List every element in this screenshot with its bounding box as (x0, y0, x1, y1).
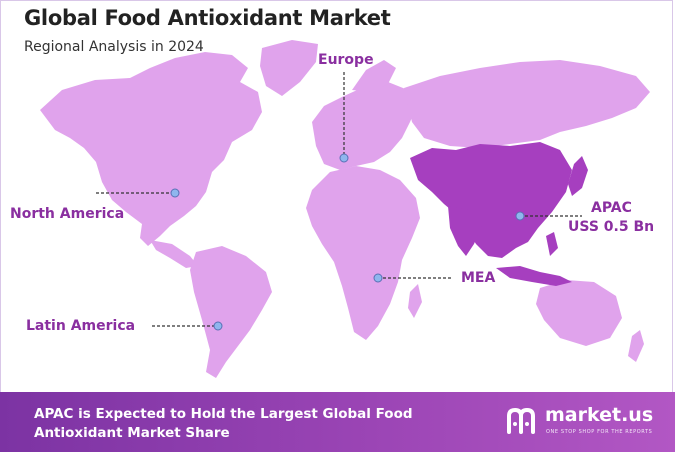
latin-america-marker (213, 321, 223, 331)
base-landmass (40, 40, 650, 378)
apac-marker (515, 211, 525, 221)
north-america-shape (40, 52, 262, 246)
europe-marker (339, 153, 349, 163)
north-america-label: North America (10, 206, 125, 222)
mea-marker (373, 273, 383, 283)
japan-shape (568, 156, 588, 196)
latin-america-label: Latin America (26, 318, 136, 334)
greenland-shape (260, 40, 318, 96)
page-title: Global Food Antioxidant Market (24, 6, 391, 30)
world-map (40, 40, 650, 378)
new-zealand-shape (628, 330, 644, 362)
footer-headline: APAC is Expected to Hold the Largest Glo… (34, 405, 464, 443)
africa-shape (306, 166, 420, 340)
brand-name: market.us (545, 404, 654, 426)
apac-highlight (410, 142, 588, 286)
footer-banner: APAC is Expected to Hold the Largest Glo… (0, 392, 675, 452)
indonesia-shape (496, 266, 572, 286)
australia-shape (536, 280, 622, 346)
apac-label: APAC (591, 200, 632, 216)
north-asia-shape (404, 60, 650, 148)
footer-line-2: Antioxidant Market Share (34, 425, 230, 441)
asia-mainland-shape (410, 142, 572, 258)
page-subtitle: Regional Analysis in 2024 (24, 39, 204, 55)
region-markers (170, 153, 525, 331)
apac-value: USS 0.5 Bn (568, 219, 655, 235)
europe-label: Europe (318, 52, 374, 68)
footer-line-1: APAC is Expected to Hold the Largest Glo… (34, 406, 413, 422)
scandinavia-shape (352, 60, 396, 92)
central-america-shape (150, 240, 198, 268)
south-america-shape (190, 246, 272, 378)
brand-logo: market.us ONE STOP SHOP FOR THE REPORTS (505, 402, 675, 442)
madagascar-shape (408, 284, 422, 318)
europe-shape (312, 82, 418, 170)
brand-tagline: ONE STOP SHOP FOR THE REPORTS (546, 429, 653, 435)
mea-label: MEA (461, 270, 496, 286)
market-us-logo-icon (507, 407, 535, 434)
leader-lines (96, 72, 582, 327)
philippines-shape (546, 232, 558, 256)
north-america-marker (170, 188, 180, 198)
india-shape (448, 206, 482, 256)
